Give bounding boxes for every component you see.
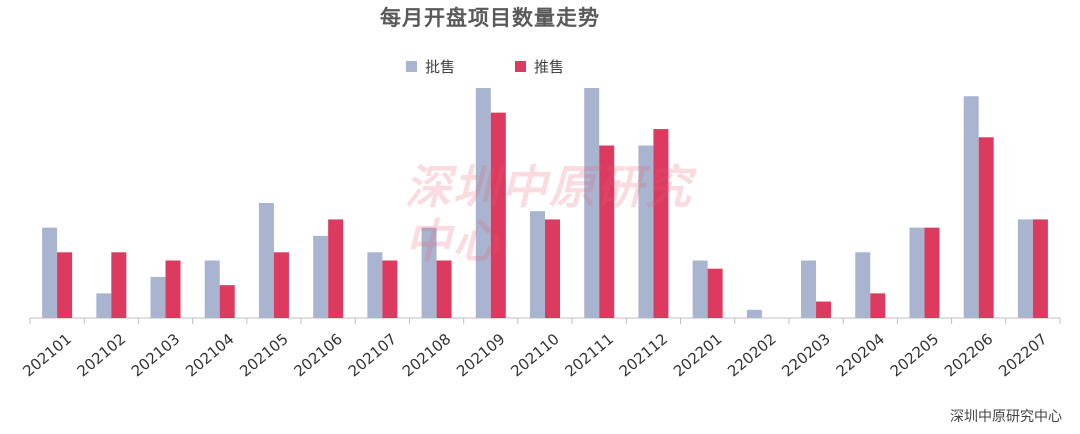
legend-item-approved: 批售 xyxy=(406,56,455,77)
bar-approved-202106 xyxy=(313,235,329,318)
x-tick-label-202112: 202112 xyxy=(616,330,671,381)
bar-approved-202205 xyxy=(909,227,925,318)
x-tick-label-202105: 202105 xyxy=(236,330,291,381)
legend-label-promoted: 推售 xyxy=(534,58,565,76)
x-tick-label-202207: 202207 xyxy=(995,330,1050,381)
bar-approved-202109 xyxy=(475,88,491,318)
x-tick-label-202108: 202108 xyxy=(399,330,454,381)
legend-item-promoted: 推售 xyxy=(515,56,564,77)
bar-approved-202105 xyxy=(258,203,274,318)
legend: 批售 推售 xyxy=(406,56,564,77)
x-tick-label-202101: 202101 xyxy=(19,330,74,381)
bar-promoted-202102 xyxy=(111,252,127,318)
bar-promoted-202106 xyxy=(328,219,344,318)
bar-promoted-202112 xyxy=(653,129,669,318)
x-tick-label-202106: 202106 xyxy=(290,330,345,381)
x-tick-label-202206: 202206 xyxy=(941,330,996,381)
bar-approved-220203 xyxy=(801,260,817,318)
x-tick-label-202205: 202205 xyxy=(887,330,942,381)
source-note: 深圳中原研究中心 xyxy=(950,409,1062,425)
chart-title: 每月开盘项目数量走势 xyxy=(380,6,600,30)
x-tick-label-220203: 220203 xyxy=(778,330,833,381)
bar-approved-202201 xyxy=(692,260,708,318)
x-tick-label-202109: 202109 xyxy=(453,330,508,381)
x-tick-label-202103: 202103 xyxy=(128,330,183,381)
bar-promoted-202103 xyxy=(165,260,181,318)
x-tick-label-220202: 220202 xyxy=(724,330,779,381)
bar-promoted-202107 xyxy=(382,260,398,318)
bar-promoted-202104 xyxy=(219,285,235,318)
bar-promoted-202205 xyxy=(924,227,940,318)
bar-approved-202101 xyxy=(42,227,58,318)
bar-approved-220204 xyxy=(855,252,871,318)
x-tick-label-202110: 202110 xyxy=(507,330,562,381)
bar-approved-220202 xyxy=(746,309,762,318)
bar-approved-202207 xyxy=(1017,219,1033,318)
bar-approved-202206 xyxy=(963,96,979,318)
x-tick-label-202104: 202104 xyxy=(182,330,237,381)
x-tick-label-202111: 202111 xyxy=(562,330,617,381)
bar-promoted-220204 xyxy=(870,293,886,318)
bar-promoted-202101 xyxy=(57,252,73,318)
bar-approved-202102 xyxy=(96,293,112,318)
legend-swatch-promoted xyxy=(515,61,527,72)
legend-label-approved: 批售 xyxy=(425,58,456,76)
bar-promoted-220203 xyxy=(816,301,832,318)
bar-promoted-202206 xyxy=(978,137,994,318)
bar-approved-202107 xyxy=(367,252,383,318)
x-tick-label-202107: 202107 xyxy=(345,330,400,381)
bar-approved-202111 xyxy=(584,88,600,318)
bar-promoted-202207 xyxy=(1032,219,1048,318)
bar-approved-202108 xyxy=(421,227,437,318)
bar-promoted-202105 xyxy=(273,252,289,318)
bar-promoted-202109 xyxy=(490,112,506,319)
bar-approved-202110 xyxy=(530,211,545,318)
bar-approved-202104 xyxy=(204,260,220,318)
x-tick-label-202102: 202102 xyxy=(74,330,129,381)
bar-approved-202103 xyxy=(150,276,166,318)
legend-swatch-approved xyxy=(406,61,417,72)
bar-promoted-202110 xyxy=(545,219,560,318)
bar-approved-202112 xyxy=(638,145,654,318)
bar-promoted-202201 xyxy=(707,268,723,318)
bar-promoted-202108 xyxy=(436,260,452,318)
x-tick-label-202201: 202201 xyxy=(670,330,725,381)
bar-promoted-202111 xyxy=(599,145,615,318)
x-tick-label-220204: 220204 xyxy=(833,330,888,381)
